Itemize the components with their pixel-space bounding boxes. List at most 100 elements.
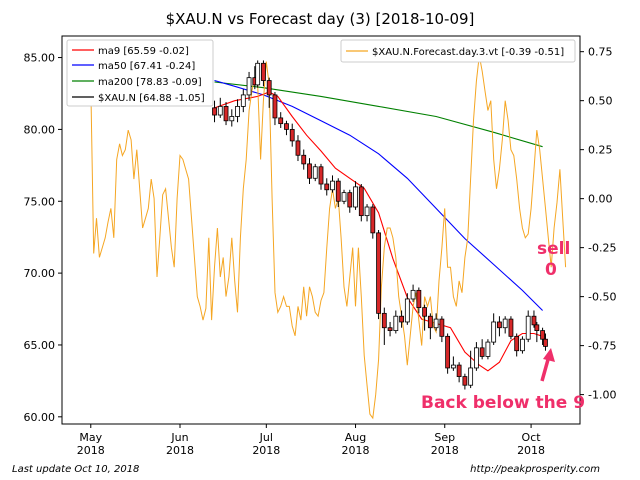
annotation-back-below: Back below the 9	[421, 393, 585, 413]
legend-ma50-label: ma50 [67.41 -0.24]	[98, 61, 195, 72]
xau-candle-body	[278, 117, 284, 125]
axes-layer: 60.00 65.00 70.00 75.00 80.00 85.00 -1.00 -0.75…	[24, 46, 617, 457]
xau-candle-body	[427, 315, 433, 329]
y-right-tick-label: -0.25	[588, 242, 616, 255]
legend-right-frame	[340, 39, 576, 63]
x-tick-year: 2018	[77, 444, 105, 457]
y-left-tick-label: 75.00	[24, 195, 56, 208]
xau-candle-body	[312, 166, 318, 179]
x-tick-year: 2018	[431, 444, 459, 457]
y-right-tick-label: 0.00	[588, 193, 613, 206]
xau-candle-body	[491, 321, 497, 343]
annotation-arrow	[540, 348, 555, 382]
y-right-tick-label: 0.75	[588, 46, 613, 59]
xau-candle-body	[255, 62, 261, 86]
xau-candle-body	[318, 166, 324, 185]
y-left-tick-label: 70.00	[24, 267, 56, 280]
xau-candle-body	[330, 180, 335, 191]
xau-candle-body	[479, 347, 485, 357]
xau-candle-body	[289, 129, 295, 142]
y-right-tick-label: 0.50	[588, 95, 613, 108]
xau-candle-body	[284, 123, 289, 130]
y-left-tick-label: 65.00	[24, 339, 56, 352]
xau-candle-body	[404, 298, 410, 323]
legend-ma200-label: ma200 [78.83 -0.09]	[98, 77, 202, 88]
annotation-sell: sell	[537, 239, 570, 259]
y-right-tick-label: -1.00	[588, 389, 616, 402]
xau-candle-body	[456, 364, 462, 377]
xau-candle-body	[353, 186, 358, 208]
xau-candle-body	[497, 321, 502, 329]
xau-candle-body	[324, 183, 330, 191]
x-tick-month: May	[79, 431, 102, 444]
series-line-ma9	[214, 91, 543, 372]
y-right-tick-label: 0.25	[588, 144, 613, 157]
y-left-tick-label: 85.00	[24, 52, 56, 65]
x-tick-month: Jul	[259, 431, 273, 444]
xau-candle-body	[246, 77, 252, 96]
xau-candle-body	[439, 318, 445, 337]
xau-candle-body	[520, 338, 525, 352]
xau-candle-body	[508, 318, 514, 337]
legend-right: $XAU.N.Forecast.day.3.vt [-0.39 -0.51]	[340, 39, 576, 63]
xau-candle-body	[540, 330, 545, 340]
x-tick-month: Jun	[170, 431, 188, 444]
x-tick-month: Aug	[345, 431, 366, 444]
x-tick-year: 2018	[166, 444, 194, 457]
xau-candle-body	[387, 327, 393, 331]
xau-candle-body	[393, 315, 399, 331]
xau-candle-body	[272, 94, 278, 119]
xau-candle-body	[347, 192, 353, 208]
xau-candle-body	[301, 154, 307, 165]
y-right-tick-label: -0.50	[588, 291, 616, 304]
xau-candle-body	[217, 106, 223, 116]
xau-candle-body	[335, 180, 341, 202]
plot-frame	[61, 35, 581, 425]
xau-candle-body	[410, 289, 416, 300]
legend-ma9-label: ma9 [65.59 -0.02]	[98, 46, 189, 57]
xau-candle-body	[433, 318, 439, 329]
annotation-arrow-head	[543, 348, 555, 362]
xau-candle-body	[502, 318, 508, 329]
xau-candle-body	[376, 232, 381, 314]
footer-source: http://peakprosperity.com	[470, 464, 600, 475]
xau-candle-body	[473, 347, 479, 369]
xau-candle-body	[266, 80, 272, 96]
xau-candle-body	[543, 338, 548, 347]
x-tick-month: Oct	[522, 431, 542, 444]
xau-candle-body	[295, 140, 301, 156]
series-line-forecast	[90, 55, 567, 420]
xau-candle-body	[462, 376, 468, 386]
xau-candle-body	[534, 324, 540, 331]
xau-candle-body	[416, 289, 422, 309]
xau-candle-body	[531, 315, 537, 326]
footer-last-update: Last update Oct 10, 2018	[12, 464, 139, 475]
xau-candle-body	[307, 163, 312, 179]
y-left-tick-label: 60.00	[24, 411, 56, 424]
xau-candle-body	[261, 62, 266, 81]
y-right-tick-label: -0.75	[588, 340, 616, 353]
xau-candle-body	[485, 341, 491, 357]
chart-title: $XAU.N vs Forecast day (3) [2018-10-09]	[166, 10, 475, 28]
xau-candle-body	[212, 107, 217, 116]
series-layer	[90, 55, 567, 420]
xau-candle-body	[450, 364, 456, 369]
y-left-tick-label: 80.00	[24, 123, 56, 136]
x-tick-year: 2018	[252, 444, 280, 457]
legend-left: ma9 [65.59 -0.02] ma50 [67.41 -0.24] ma2…	[66, 39, 214, 107]
xau-candle-body	[364, 206, 370, 217]
xau-candle-body	[381, 312, 387, 329]
x-tick-month: Sep	[434, 431, 455, 444]
legend-left-frame	[66, 39, 214, 107]
xau-candle-body	[399, 315, 404, 323]
series-line-ma200	[214, 81, 543, 148]
annotation-sell-value: 0	[545, 260, 557, 280]
xau-candle-body	[223, 106, 229, 122]
xau-candle-body	[514, 335, 520, 352]
legend-xau-label: $XAU.N [64.88 -1.05]	[98, 93, 205, 104]
xau-candle-body	[370, 206, 376, 234]
xau-candle-body	[422, 307, 428, 317]
x-tick-year: 2018	[342, 444, 370, 457]
xau-candle-body	[358, 186, 364, 217]
